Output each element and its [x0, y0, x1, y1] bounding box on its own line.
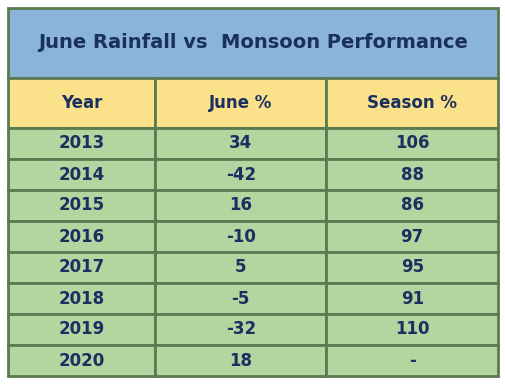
Text: 2019: 2019 — [58, 321, 105, 339]
FancyBboxPatch shape — [326, 159, 497, 190]
FancyBboxPatch shape — [155, 221, 326, 252]
FancyBboxPatch shape — [155, 190, 326, 221]
FancyBboxPatch shape — [8, 345, 155, 376]
Text: 5: 5 — [234, 258, 246, 276]
FancyBboxPatch shape — [326, 252, 497, 283]
Text: -10: -10 — [225, 227, 255, 245]
Text: 16: 16 — [229, 197, 252, 215]
Text: 106: 106 — [394, 134, 429, 152]
FancyBboxPatch shape — [8, 314, 155, 345]
FancyBboxPatch shape — [326, 345, 497, 376]
FancyBboxPatch shape — [326, 314, 497, 345]
Text: 34: 34 — [229, 134, 252, 152]
FancyBboxPatch shape — [8, 8, 497, 78]
Text: 2015: 2015 — [58, 197, 105, 215]
FancyBboxPatch shape — [8, 128, 155, 159]
FancyBboxPatch shape — [8, 283, 155, 314]
Text: 86: 86 — [400, 197, 423, 215]
FancyBboxPatch shape — [326, 283, 497, 314]
Text: 2016: 2016 — [58, 227, 105, 245]
Text: -5: -5 — [231, 290, 249, 308]
FancyBboxPatch shape — [155, 283, 326, 314]
FancyBboxPatch shape — [155, 314, 326, 345]
FancyBboxPatch shape — [155, 345, 326, 376]
Text: June Rainfall vs  Monsoon Performance: June Rainfall vs Monsoon Performance — [38, 33, 467, 53]
FancyBboxPatch shape — [326, 190, 497, 221]
FancyBboxPatch shape — [8, 190, 155, 221]
Text: 91: 91 — [400, 290, 423, 308]
Text: 2017: 2017 — [58, 258, 105, 276]
Text: Season %: Season % — [367, 94, 457, 112]
Text: 18: 18 — [229, 351, 252, 369]
Text: 2014: 2014 — [58, 166, 105, 184]
Text: 2020: 2020 — [58, 351, 105, 369]
Text: 97: 97 — [400, 227, 423, 245]
Text: -: - — [408, 351, 415, 369]
FancyBboxPatch shape — [8, 252, 155, 283]
Text: -32: -32 — [225, 321, 256, 339]
FancyBboxPatch shape — [155, 252, 326, 283]
Text: June %: June % — [209, 94, 272, 112]
FancyBboxPatch shape — [326, 78, 497, 128]
FancyBboxPatch shape — [155, 128, 326, 159]
Text: 88: 88 — [400, 166, 423, 184]
Text: Year: Year — [61, 94, 102, 112]
Text: -42: -42 — [225, 166, 256, 184]
FancyBboxPatch shape — [8, 221, 155, 252]
Text: 110: 110 — [394, 321, 429, 339]
FancyBboxPatch shape — [8, 78, 155, 128]
Text: 95: 95 — [400, 258, 423, 276]
FancyBboxPatch shape — [8, 159, 155, 190]
FancyBboxPatch shape — [155, 78, 326, 128]
Text: 2013: 2013 — [58, 134, 105, 152]
FancyBboxPatch shape — [326, 221, 497, 252]
Text: 2018: 2018 — [58, 290, 105, 308]
FancyBboxPatch shape — [326, 128, 497, 159]
FancyBboxPatch shape — [155, 159, 326, 190]
